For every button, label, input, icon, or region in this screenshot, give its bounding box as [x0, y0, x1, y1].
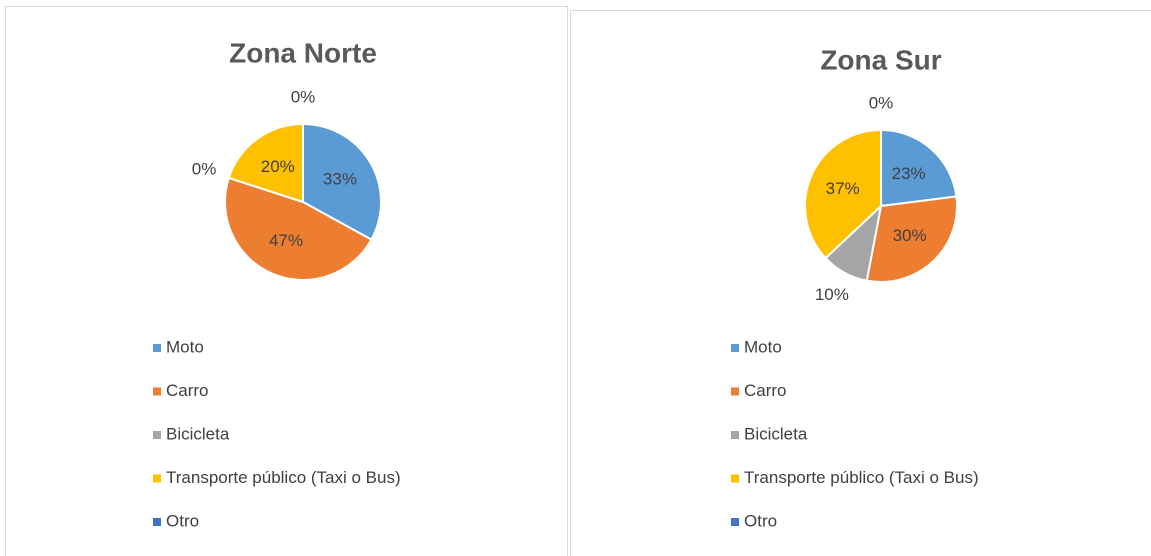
legend-swatch [153, 431, 161, 439]
data-label: 37% [826, 179, 860, 198]
data-label: 30% [893, 226, 927, 245]
legend-label: Otro [744, 511, 777, 530]
legend-swatch [153, 474, 161, 483]
legend-swatch [153, 387, 161, 396]
legend-swatch [731, 474, 739, 483]
legend-label: Otro [166, 511, 199, 530]
legend-swatch [731, 387, 739, 396]
chart-title: Zona Sur [820, 44, 941, 75]
legend-label: Bicicleta [166, 424, 230, 443]
legend-swatch [731, 431, 739, 439]
data-label: 33% [323, 170, 357, 189]
pie-slice [227, 122, 304, 204]
legend-label: Moto [744, 337, 782, 356]
legend-swatch [731, 518, 739, 526]
pie-slice [224, 176, 373, 281]
pie-slice [865, 195, 958, 283]
legend-label: Bicicleta [744, 424, 808, 443]
pie-slice [804, 128, 882, 260]
pie-slice [302, 122, 382, 241]
legend-label: Carro [166, 381, 209, 400]
chart-frame [5, 6, 568, 556]
legend-swatch [153, 518, 161, 526]
legend-swatch [731, 344, 739, 352]
data-label: 0% [869, 93, 894, 112]
data-label: 10% [815, 285, 849, 304]
legend-label: Moto [166, 337, 204, 356]
data-label: 23% [892, 164, 926, 183]
legend-swatch [153, 344, 161, 352]
data-label: 0% [192, 159, 217, 178]
pie-slice [880, 128, 958, 208]
chart-frame [570, 10, 1151, 556]
legend-label: Transporte público (Taxi o Bus) [166, 468, 401, 487]
legend-label: Carro [744, 381, 787, 400]
chart-title: Zona Norte [229, 37, 377, 68]
data-label: 0% [291, 87, 316, 106]
data-label: 47% [269, 231, 303, 250]
data-label: 20% [261, 157, 295, 176]
legend-label: Transporte público (Taxi o Bus) [744, 468, 979, 487]
